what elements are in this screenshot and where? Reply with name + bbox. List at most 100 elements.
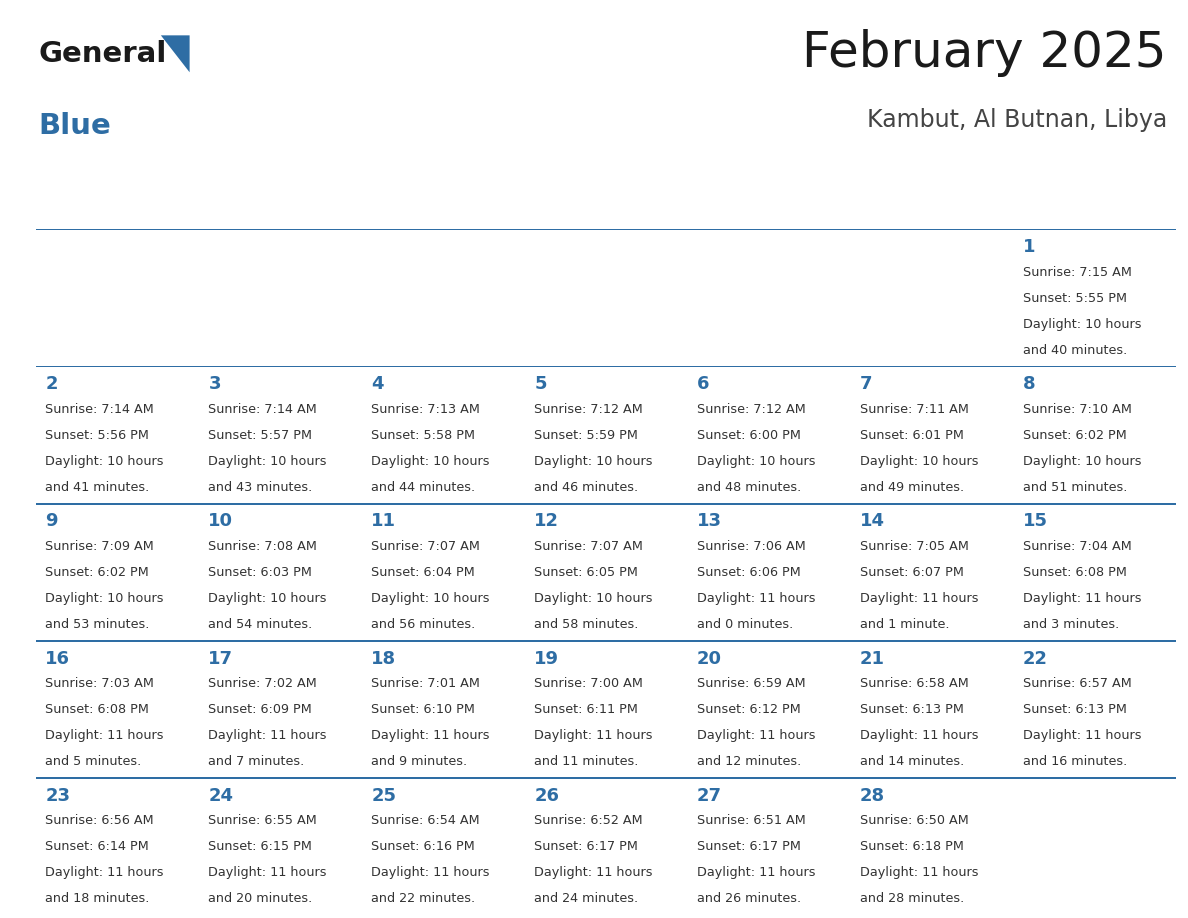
Text: 16: 16	[45, 650, 70, 667]
Text: Blue: Blue	[38, 112, 110, 140]
Text: Sunrise: 6:56 AM: Sunrise: 6:56 AM	[45, 814, 154, 827]
Text: 9: 9	[45, 512, 58, 531]
Text: Sunset: 6:09 PM: Sunset: 6:09 PM	[208, 703, 312, 716]
Text: Sunset: 5:58 PM: Sunset: 5:58 PM	[372, 429, 475, 442]
Text: and 26 minutes.: and 26 minutes.	[697, 892, 801, 905]
Text: Sunrise: 7:09 AM: Sunrise: 7:09 AM	[45, 540, 154, 553]
Text: Daylight: 11 hours: Daylight: 11 hours	[208, 729, 327, 742]
Text: Daylight: 11 hours: Daylight: 11 hours	[697, 867, 816, 879]
Bar	[851, 640, 1013, 642]
Bar	[1013, 229, 1176, 230]
Text: Sunday: Sunday	[48, 188, 114, 207]
Text: Daylight: 11 hours: Daylight: 11 hours	[208, 867, 327, 879]
Text: and 24 minutes.: and 24 minutes.	[535, 892, 638, 905]
Text: February 2025: February 2025	[802, 28, 1167, 77]
Text: Sunrise: 7:05 AM: Sunrise: 7:05 AM	[860, 540, 969, 553]
Text: Sunrise: 7:07 AM: Sunrise: 7:07 AM	[535, 540, 643, 553]
Text: Monday: Monday	[210, 188, 282, 207]
Text: Sunset: 6:01 PM: Sunset: 6:01 PM	[860, 429, 963, 442]
Text: and 7 minutes.: and 7 minutes.	[208, 756, 304, 768]
Text: and 56 minutes.: and 56 minutes.	[372, 618, 475, 631]
Text: and 46 minutes.: and 46 minutes.	[535, 481, 638, 494]
Text: Sunrise: 7:03 AM: Sunrise: 7:03 AM	[45, 677, 154, 690]
Text: Sunset: 6:00 PM: Sunset: 6:00 PM	[697, 429, 801, 442]
Text: 8: 8	[1023, 375, 1036, 393]
Text: 28: 28	[860, 787, 885, 805]
Text: and 0 minutes.: and 0 minutes.	[697, 618, 794, 631]
Text: Sunset: 5:55 PM: Sunset: 5:55 PM	[1023, 292, 1127, 305]
Text: 4: 4	[372, 375, 384, 393]
Text: Daylight: 10 hours: Daylight: 10 hours	[372, 455, 489, 468]
Text: 23: 23	[45, 787, 70, 805]
Text: and 16 minutes.: and 16 minutes.	[1023, 756, 1127, 768]
Text: Daylight: 11 hours: Daylight: 11 hours	[45, 867, 164, 879]
Text: Sunset: 6:05 PM: Sunset: 6:05 PM	[535, 566, 638, 579]
Text: Daylight: 10 hours: Daylight: 10 hours	[860, 455, 979, 468]
Text: Daylight: 11 hours: Daylight: 11 hours	[1023, 729, 1142, 742]
Text: Daylight: 10 hours: Daylight: 10 hours	[208, 455, 327, 468]
Text: Daylight: 10 hours: Daylight: 10 hours	[697, 455, 816, 468]
Bar	[361, 229, 524, 230]
Text: and 58 minutes.: and 58 minutes.	[535, 618, 639, 631]
Text: 6: 6	[697, 375, 709, 393]
Bar	[36, 640, 198, 642]
Text: Daylight: 11 hours: Daylight: 11 hours	[1023, 592, 1142, 605]
Text: and 49 minutes.: and 49 minutes.	[860, 481, 965, 494]
Text: Sunrise: 7:11 AM: Sunrise: 7:11 AM	[860, 403, 969, 416]
Text: 11: 11	[372, 512, 397, 531]
Text: Daylight: 10 hours: Daylight: 10 hours	[45, 592, 164, 605]
Text: Sunrise: 6:59 AM: Sunrise: 6:59 AM	[697, 677, 805, 690]
Text: Daylight: 11 hours: Daylight: 11 hours	[535, 867, 652, 879]
Bar	[851, 365, 1013, 367]
Bar	[361, 365, 524, 367]
Text: Tuesday: Tuesday	[373, 188, 447, 207]
Bar	[1013, 365, 1176, 367]
Text: Daylight: 10 hours: Daylight: 10 hours	[535, 592, 652, 605]
Text: Sunset: 6:10 PM: Sunset: 6:10 PM	[372, 703, 475, 716]
Bar	[361, 640, 524, 642]
Text: Daylight: 10 hours: Daylight: 10 hours	[535, 455, 652, 468]
Text: Friday: Friday	[861, 188, 916, 207]
Text: Sunrise: 7:00 AM: Sunrise: 7:00 AM	[535, 677, 643, 690]
Text: and 18 minutes.: and 18 minutes.	[45, 892, 150, 905]
Text: Daylight: 11 hours: Daylight: 11 hours	[860, 592, 979, 605]
Text: 17: 17	[208, 650, 233, 667]
Text: Sunset: 6:07 PM: Sunset: 6:07 PM	[860, 566, 963, 579]
Text: Sunrise: 7:01 AM: Sunrise: 7:01 AM	[372, 677, 480, 690]
Text: Sunset: 6:17 PM: Sunset: 6:17 PM	[535, 840, 638, 853]
Text: Kambut, Al Butnan, Libya: Kambut, Al Butnan, Libya	[867, 107, 1167, 131]
Bar	[688, 503, 851, 505]
Text: and 9 minutes.: and 9 minutes.	[372, 756, 467, 768]
Text: and 3 minutes.: and 3 minutes.	[1023, 618, 1119, 631]
Bar	[198, 229, 361, 230]
Text: 7: 7	[860, 375, 872, 393]
Text: 15: 15	[1023, 512, 1048, 531]
Bar	[198, 503, 361, 505]
Text: Daylight: 11 hours: Daylight: 11 hours	[372, 867, 489, 879]
Bar	[1013, 503, 1176, 505]
Bar	[198, 640, 361, 642]
Text: 22: 22	[1023, 650, 1048, 667]
Text: Daylight: 10 hours: Daylight: 10 hours	[45, 455, 164, 468]
Text: Sunset: 6:17 PM: Sunset: 6:17 PM	[697, 840, 801, 853]
Text: 21: 21	[860, 650, 885, 667]
Text: and 12 minutes.: and 12 minutes.	[697, 756, 802, 768]
Bar	[361, 503, 524, 505]
Text: Sunrise: 6:52 AM: Sunrise: 6:52 AM	[535, 814, 643, 827]
Bar	[688, 640, 851, 642]
Text: Sunrise: 7:12 AM: Sunrise: 7:12 AM	[535, 403, 643, 416]
Text: Sunrise: 7:04 AM: Sunrise: 7:04 AM	[1023, 540, 1132, 553]
Text: Sunrise: 7:10 AM: Sunrise: 7:10 AM	[1023, 403, 1132, 416]
Polygon shape	[160, 35, 190, 73]
Bar	[688, 365, 851, 367]
Bar	[198, 365, 361, 367]
Text: Sunrise: 6:50 AM: Sunrise: 6:50 AM	[860, 814, 968, 827]
Text: Saturday: Saturday	[1024, 188, 1106, 207]
Text: Sunrise: 7:06 AM: Sunrise: 7:06 AM	[697, 540, 805, 553]
Bar	[524, 640, 688, 642]
Text: 13: 13	[697, 512, 722, 531]
Bar	[524, 229, 688, 230]
Text: Sunrise: 7:13 AM: Sunrise: 7:13 AM	[372, 403, 480, 416]
Text: and 44 minutes.: and 44 minutes.	[372, 481, 475, 494]
Text: 5: 5	[535, 375, 546, 393]
